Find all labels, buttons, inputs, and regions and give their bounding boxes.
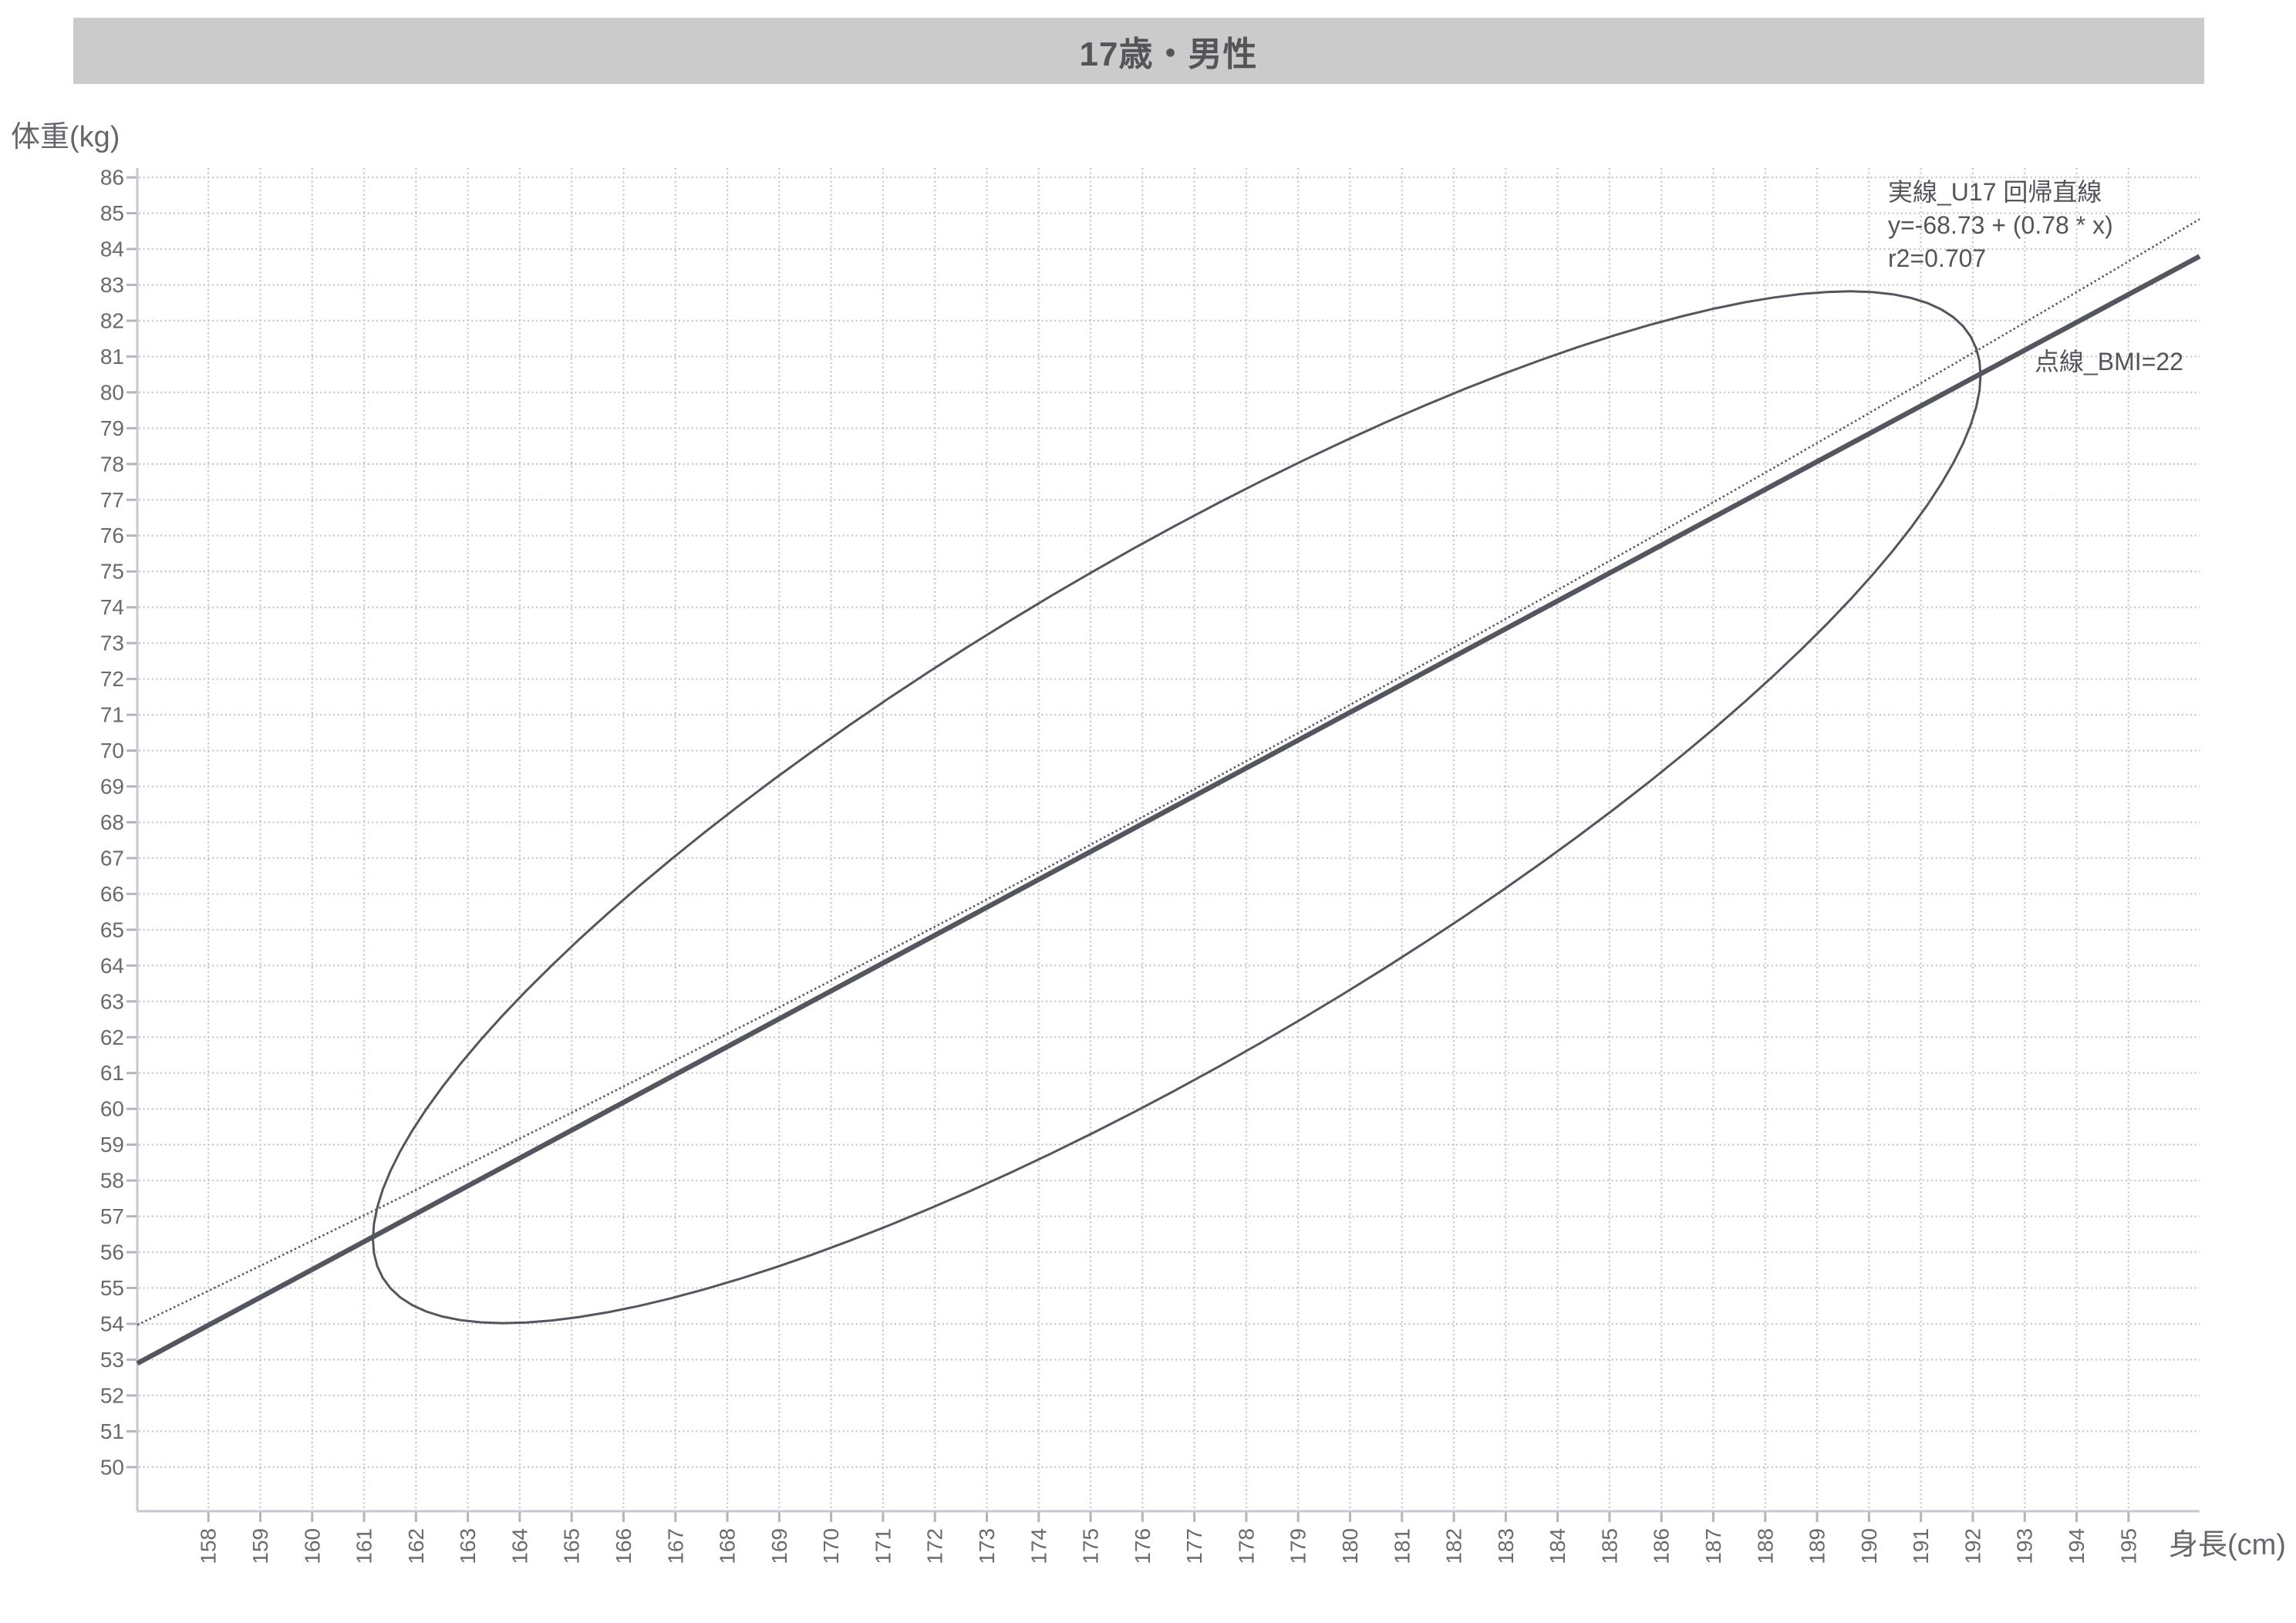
y-axis-tick-label: 68: [100, 810, 124, 834]
regression-annotation: 実線_U17 回帰直線 y=-68.73 + (0.78 * x) r2=0.7…: [1888, 176, 2113, 275]
y-axis-tick-label: 69: [100, 774, 124, 798]
x-axis-tick-label: 159: [248, 1528, 272, 1564]
x-axis-tick-label: 190: [1857, 1528, 1881, 1564]
y-axis-tick-label: 72: [100, 667, 124, 691]
y-axis-tick-label: 83: [100, 273, 124, 297]
y-axis-title: 体重(kg): [11, 121, 120, 153]
chart-title: 17歳・男性: [1079, 35, 1258, 73]
x-axis-tick-label: 181: [1390, 1528, 1414, 1564]
x-axis-tick-label: 194: [2065, 1528, 2089, 1564]
y-axis-tick-label: 67: [100, 846, 124, 870]
x-axis-tick-label: 193: [2013, 1528, 2037, 1564]
x-axis-tick-label: 180: [1338, 1528, 1362, 1564]
y-axis-tick-label: 86: [100, 166, 124, 190]
x-axis-tick-label: 169: [767, 1528, 791, 1564]
y-axis-tick-label: 73: [100, 631, 124, 655]
x-axis-tick-label: 172: [923, 1528, 947, 1564]
x-axis-tick-label: 186: [1650, 1528, 1674, 1564]
y-axis-tick-label: 75: [100, 560, 124, 584]
x-axis-tick-label: 184: [1546, 1528, 1569, 1564]
y-axis-tick-label: 65: [100, 918, 124, 941]
y-axis-tick-label: 59: [100, 1133, 124, 1157]
x-axis-tick-label: 160: [300, 1528, 324, 1564]
y-axis-tick-label: 77: [100, 488, 124, 512]
x-axis-tick-label: 195: [2116, 1528, 2140, 1564]
y-axis-tick-label: 81: [100, 345, 124, 369]
x-axis-tick-label: 177: [1182, 1528, 1206, 1564]
x-axis-tick-label: 163: [456, 1528, 480, 1564]
x-axis-tick-label: 176: [1131, 1528, 1155, 1564]
y-axis-tick-label: 53: [100, 1348, 124, 1372]
x-axis-tick-label: 164: [507, 1528, 531, 1564]
x-axis-tick-label: 162: [404, 1528, 428, 1564]
regression-annotation-equation: y=-68.73 + (0.78 * x): [1888, 211, 2113, 239]
x-axis-tick-label: 166: [612, 1528, 636, 1564]
y-axis-tick-label: 71: [100, 703, 124, 727]
y-axis-tick-label: 57: [100, 1204, 124, 1228]
regression-annotation-r2: r2=0.707: [1888, 244, 1987, 272]
x-axis-tick-label: 175: [1079, 1528, 1103, 1564]
x-axis-tick-label: 158: [197, 1528, 221, 1564]
y-axis-tick-label: 55: [100, 1276, 124, 1300]
x-axis-tick-label: 173: [975, 1528, 999, 1564]
x-axis-tick-label: 191: [1909, 1528, 1933, 1564]
x-axis-tick-label: 178: [1234, 1528, 1258, 1564]
y-axis-tick-label: 78: [100, 452, 124, 476]
y-axis-tick-label: 80: [100, 380, 124, 404]
bmi-dotted-line: [137, 218, 2200, 1326]
y-axis-tick-label: 61: [100, 1061, 124, 1085]
x-axis-tick-label: 189: [1805, 1528, 1829, 1564]
x-axis-tick-label: 168: [716, 1528, 740, 1564]
y-axis-tick-label: 62: [100, 1025, 124, 1049]
y-axis-tick-label: 85: [100, 201, 124, 225]
x-axis-tick-label: 185: [1597, 1528, 1621, 1564]
y-axis-tick-label: 63: [100, 989, 124, 1013]
x-axis-tick-label: 161: [352, 1528, 376, 1564]
y-axis-tick-label: 64: [100, 954, 124, 978]
y-axis-tick-label: 52: [100, 1383, 124, 1407]
x-axis-tick-label: 179: [1286, 1528, 1310, 1564]
y-axis-tick-label: 79: [100, 416, 124, 440]
y-axis-tick-label: 66: [100, 882, 124, 906]
y-axis-tick-label: 58: [100, 1169, 124, 1193]
x-axis-tick-label: 183: [1494, 1528, 1518, 1564]
x-axis-tick-label: 187: [1701, 1528, 1725, 1564]
regression-annotation-name: 実線_U17 回帰直線: [1888, 178, 2102, 206]
y-axis-tick-label: 76: [100, 524, 124, 547]
y-axis-tick-label: 50: [100, 1455, 124, 1479]
y-axis-tick-label: 51: [100, 1419, 124, 1443]
y-axis-tick-label: 54: [100, 1312, 124, 1335]
x-axis-tick-label: 170: [819, 1528, 843, 1564]
x-axis-title: 身長(cm): [2169, 1529, 2286, 1561]
x-axis-tick-label: 174: [1027, 1528, 1050, 1564]
y-axis-tick-label: 74: [100, 595, 124, 619]
bmi-line-label: 点線_BMI=22: [2035, 348, 2183, 375]
x-axis-tick-label: 188: [1753, 1528, 1777, 1564]
y-axis-tick-label: 60: [100, 1097, 124, 1121]
x-axis-tick-label: 165: [560, 1528, 584, 1564]
y-axis-tick-label: 84: [100, 237, 124, 261]
x-axis-tick-label: 192: [1961, 1528, 1984, 1564]
x-axis-tick-label: 182: [1442, 1528, 1466, 1564]
x-axis-tick-label: 167: [663, 1528, 687, 1564]
regression-line: [136, 254, 2201, 1366]
chart-title-bar: 17歳・男性: [73, 18, 2204, 84]
y-axis-tick-label: 70: [100, 739, 124, 763]
x-axis-tick-label: 171: [871, 1528, 895, 1564]
y-axis-tick-label: 56: [100, 1241, 124, 1264]
y-axis-tick-label: 82: [100, 308, 124, 332]
